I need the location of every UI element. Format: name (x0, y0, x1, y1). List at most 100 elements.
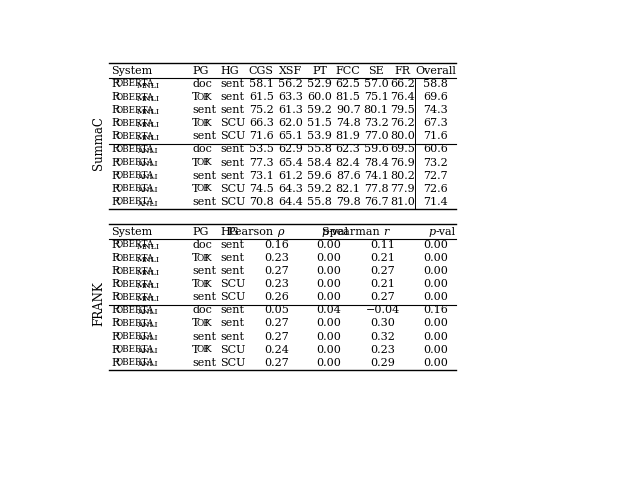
Text: System: System (111, 66, 152, 76)
Text: 0.00: 0.00 (316, 292, 341, 302)
Text: MNLI: MNLI (137, 295, 160, 303)
Text: 77.8: 77.8 (364, 184, 388, 194)
Text: 81.9: 81.9 (336, 131, 360, 141)
Text: K: K (205, 280, 211, 289)
Text: 67.3: 67.3 (423, 118, 448, 128)
Text: sent: sent (193, 358, 216, 368)
Text: 66.2: 66.2 (390, 79, 415, 89)
Text: SCU: SCU (220, 345, 246, 355)
Text: 62.9: 62.9 (278, 144, 303, 154)
Text: FCC: FCC (336, 66, 360, 76)
Text: HG: HG (220, 227, 239, 237)
Text: 79.8: 79.8 (336, 197, 360, 207)
Text: 0.21: 0.21 (371, 279, 396, 289)
Text: R: R (111, 279, 119, 289)
Text: PG: PG (193, 66, 209, 76)
Text: 0.00: 0.00 (316, 253, 341, 263)
Text: SE: SE (368, 66, 384, 76)
Text: sent: sent (220, 319, 244, 329)
Text: OP: OP (197, 93, 210, 102)
Text: 77.3: 77.3 (249, 157, 274, 167)
Text: sent: sent (193, 131, 216, 141)
Text: 75.1: 75.1 (364, 92, 388, 102)
Text: ρ: ρ (277, 227, 284, 237)
Text: sent: sent (220, 332, 244, 342)
Text: OBERTA: OBERTA (115, 145, 154, 154)
Text: OBERTA: OBERTA (115, 93, 154, 102)
Text: 60.0: 60.0 (307, 92, 332, 102)
Text: R: R (111, 319, 119, 329)
Text: OP: OP (197, 119, 210, 128)
Text: R: R (111, 358, 119, 368)
Text: 72.7: 72.7 (424, 171, 448, 181)
Text: SCU: SCU (220, 197, 246, 207)
Text: 70.8: 70.8 (249, 197, 274, 207)
Text: 76.4: 76.4 (390, 92, 415, 102)
Text: OBERTA: OBERTA (115, 345, 154, 354)
Text: 66.3: 66.3 (249, 118, 274, 128)
Text: OP: OP (197, 280, 210, 289)
Text: 65.1: 65.1 (278, 131, 303, 141)
Text: sent: sent (193, 171, 216, 181)
Text: R: R (111, 92, 119, 102)
Text: −0.04: −0.04 (366, 306, 400, 315)
Text: R: R (111, 157, 119, 167)
Text: R: R (111, 171, 119, 181)
Text: 59.6: 59.6 (364, 144, 388, 154)
Text: 73.2: 73.2 (423, 157, 448, 167)
Text: -val: -val (329, 227, 349, 237)
Text: R: R (111, 306, 119, 315)
Text: MNLI: MNLI (137, 282, 160, 290)
Text: 55.8: 55.8 (307, 144, 332, 154)
Text: -val: -val (436, 227, 456, 237)
Text: sent: sent (220, 157, 244, 167)
Text: 0.00: 0.00 (423, 358, 448, 368)
Text: 0.00: 0.00 (423, 292, 448, 302)
Text: 71.6: 71.6 (423, 131, 448, 141)
Text: R: R (111, 197, 119, 207)
Text: OBERTA: OBERTA (115, 280, 154, 289)
Text: sent: sent (193, 266, 216, 276)
Text: 62.5: 62.5 (336, 79, 360, 89)
Text: MNLI: MNLI (137, 121, 160, 129)
Text: 58.1: 58.1 (249, 79, 274, 89)
Text: 87.6: 87.6 (336, 171, 360, 181)
Text: sent: sent (220, 92, 244, 102)
Text: R: R (111, 131, 119, 141)
Text: OBERTA: OBERTA (115, 80, 154, 89)
Text: ANLI: ANLI (137, 173, 157, 181)
Text: 53.9: 53.9 (307, 131, 332, 141)
Text: 0.05: 0.05 (264, 306, 289, 315)
Text: 0.04: 0.04 (316, 306, 341, 315)
Text: 0.23: 0.23 (264, 253, 289, 263)
Text: K: K (205, 254, 211, 263)
Text: MNLI: MNLI (137, 82, 160, 90)
Text: R: R (111, 105, 119, 115)
Text: 74.5: 74.5 (249, 184, 274, 194)
Text: 76.7: 76.7 (364, 197, 388, 207)
Text: 0.16: 0.16 (264, 240, 289, 250)
Text: 0.00: 0.00 (316, 332, 341, 342)
Text: sent: sent (193, 292, 216, 302)
Text: sent: sent (220, 306, 244, 315)
Text: 80.1: 80.1 (364, 105, 388, 115)
Text: 74.3: 74.3 (423, 105, 448, 115)
Text: 74.8: 74.8 (336, 118, 360, 128)
Text: 75.2: 75.2 (249, 105, 274, 115)
Text: R: R (111, 184, 119, 194)
Text: 0.29: 0.29 (371, 358, 396, 368)
Text: 0.27: 0.27 (264, 266, 289, 276)
Text: T: T (193, 92, 200, 102)
Text: T: T (193, 253, 200, 263)
Text: 81.5: 81.5 (336, 92, 360, 102)
Text: T: T (193, 118, 200, 128)
Text: 0.26: 0.26 (264, 292, 289, 302)
Text: R: R (111, 253, 119, 263)
Text: R: R (111, 144, 119, 154)
Text: ANLI: ANLI (137, 186, 157, 194)
Text: sent: sent (220, 240, 244, 250)
Text: sent: sent (220, 266, 244, 276)
Text: 56.2: 56.2 (278, 79, 303, 89)
Text: T: T (193, 279, 200, 289)
Text: OP: OP (197, 184, 210, 193)
